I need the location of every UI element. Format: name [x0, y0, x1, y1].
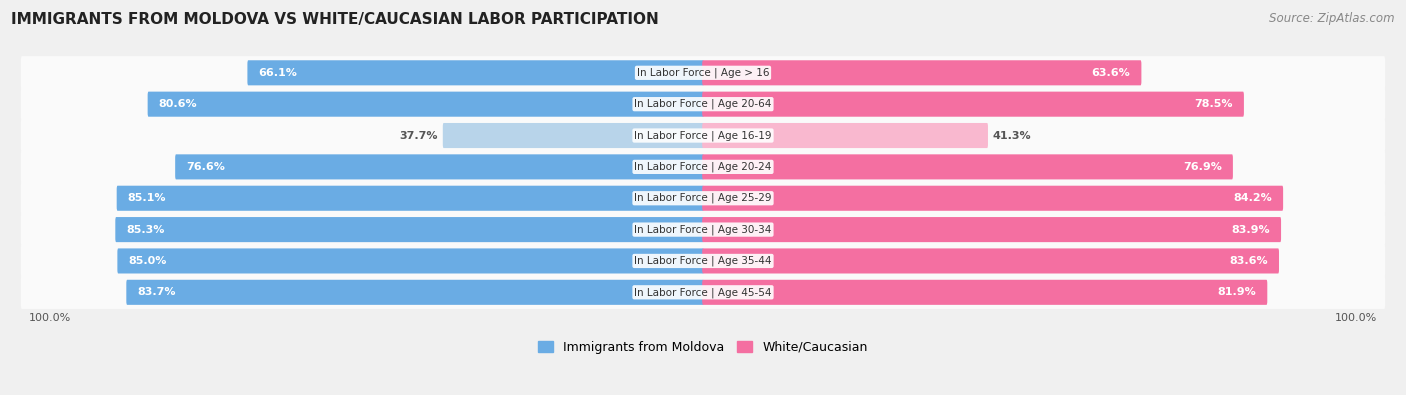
- FancyBboxPatch shape: [702, 186, 1284, 211]
- FancyBboxPatch shape: [702, 92, 1244, 117]
- Text: 100.0%: 100.0%: [1334, 313, 1378, 323]
- Text: 85.3%: 85.3%: [127, 225, 165, 235]
- FancyBboxPatch shape: [21, 245, 1385, 278]
- FancyBboxPatch shape: [21, 150, 1385, 184]
- Text: In Labor Force | Age 45-54: In Labor Force | Age 45-54: [634, 287, 772, 297]
- Text: 41.3%: 41.3%: [993, 130, 1031, 141]
- FancyBboxPatch shape: [127, 280, 704, 305]
- Text: 100.0%: 100.0%: [28, 313, 72, 323]
- FancyBboxPatch shape: [21, 213, 1385, 246]
- Text: In Labor Force | Age > 16: In Labor Force | Age > 16: [637, 68, 769, 78]
- Text: 84.2%: 84.2%: [1233, 193, 1272, 203]
- FancyBboxPatch shape: [21, 276, 1385, 309]
- Text: In Labor Force | Age 30-34: In Labor Force | Age 30-34: [634, 224, 772, 235]
- FancyBboxPatch shape: [148, 92, 704, 117]
- FancyBboxPatch shape: [702, 217, 1281, 242]
- Text: 66.1%: 66.1%: [259, 68, 298, 78]
- FancyBboxPatch shape: [21, 182, 1385, 215]
- Text: In Labor Force | Age 16-19: In Labor Force | Age 16-19: [634, 130, 772, 141]
- Text: 83.9%: 83.9%: [1232, 225, 1270, 235]
- FancyBboxPatch shape: [21, 119, 1385, 152]
- Text: 76.9%: 76.9%: [1182, 162, 1222, 172]
- FancyBboxPatch shape: [21, 56, 1385, 89]
- Text: 81.9%: 81.9%: [1218, 287, 1256, 297]
- Text: 83.7%: 83.7%: [138, 287, 176, 297]
- Text: 78.5%: 78.5%: [1194, 99, 1233, 109]
- FancyBboxPatch shape: [702, 154, 1233, 179]
- FancyBboxPatch shape: [21, 88, 1385, 121]
- FancyBboxPatch shape: [702, 123, 988, 148]
- Text: 83.6%: 83.6%: [1229, 256, 1268, 266]
- FancyBboxPatch shape: [115, 217, 704, 242]
- Text: 76.6%: 76.6%: [187, 162, 225, 172]
- Text: 37.7%: 37.7%: [399, 130, 439, 141]
- FancyBboxPatch shape: [702, 60, 1142, 85]
- FancyBboxPatch shape: [176, 154, 704, 179]
- Text: 63.6%: 63.6%: [1091, 68, 1130, 78]
- FancyBboxPatch shape: [117, 248, 704, 273]
- Text: In Labor Force | Age 25-29: In Labor Force | Age 25-29: [634, 193, 772, 203]
- Text: 85.0%: 85.0%: [128, 256, 167, 266]
- Text: Source: ZipAtlas.com: Source: ZipAtlas.com: [1270, 12, 1395, 25]
- Text: In Labor Force | Age 20-24: In Labor Force | Age 20-24: [634, 162, 772, 172]
- FancyBboxPatch shape: [702, 280, 1267, 305]
- Text: 80.6%: 80.6%: [159, 99, 197, 109]
- Text: 85.1%: 85.1%: [128, 193, 166, 203]
- Text: In Labor Force | Age 35-44: In Labor Force | Age 35-44: [634, 256, 772, 266]
- Text: In Labor Force | Age 20-64: In Labor Force | Age 20-64: [634, 99, 772, 109]
- FancyBboxPatch shape: [247, 60, 704, 85]
- Text: IMMIGRANTS FROM MOLDOVA VS WHITE/CAUCASIAN LABOR PARTICIPATION: IMMIGRANTS FROM MOLDOVA VS WHITE/CAUCASI…: [11, 12, 659, 27]
- Legend: Immigrants from Moldova, White/Caucasian: Immigrants from Moldova, White/Caucasian: [533, 336, 873, 359]
- FancyBboxPatch shape: [117, 186, 704, 211]
- FancyBboxPatch shape: [443, 123, 704, 148]
- FancyBboxPatch shape: [702, 248, 1279, 273]
